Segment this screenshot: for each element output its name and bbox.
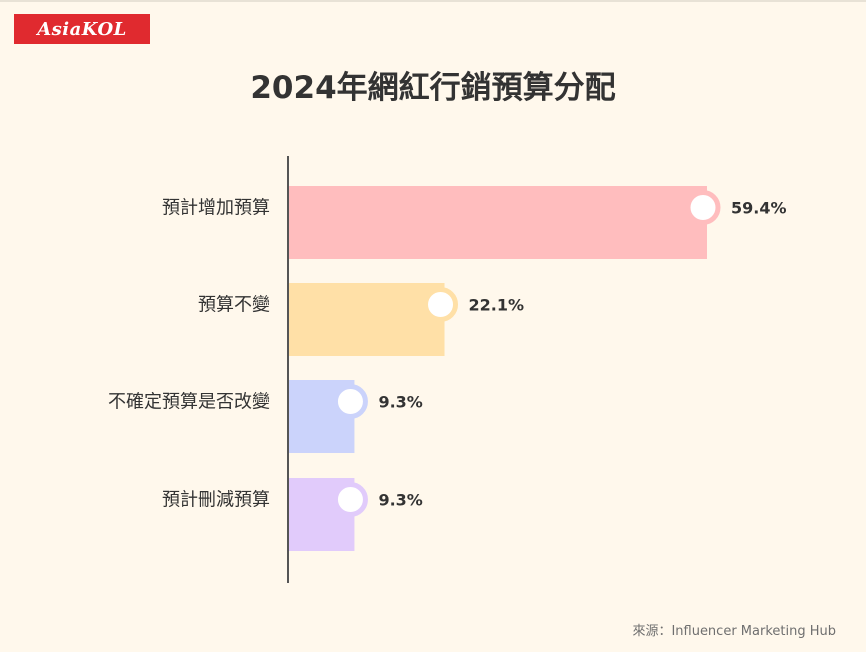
bar-1 — [289, 283, 445, 356]
bar-end-marker-2 — [332, 384, 368, 419]
bar-end-marker-0 — [685, 190, 721, 225]
bar-end-marker-3 — [332, 482, 368, 517]
asiakol-logo: AsiaKOL — [14, 14, 150, 44]
value-label-0: 59.4% — [731, 199, 787, 218]
bar-end-marker-1 — [423, 287, 459, 322]
bar-0 — [289, 186, 707, 259]
category-label-1: 預算不變 — [198, 295, 270, 316]
value-label-2: 9.3% — [378, 393, 422, 412]
value-label-1: 22.1% — [469, 296, 525, 315]
category-label-3: 預計刪減預算 — [162, 490, 270, 511]
value-label-3: 9.3% — [378, 491, 422, 510]
source-note: 來源：Influencer Marketing Hub — [632, 624, 836, 639]
top-divider — [0, 0, 866, 2]
category-label-2: 不確定預算是否改變 — [108, 392, 270, 413]
page-title: 2024年網紅行銷預算分配 — [250, 70, 616, 106]
category-label-0: 預計增加預算 — [162, 198, 270, 219]
